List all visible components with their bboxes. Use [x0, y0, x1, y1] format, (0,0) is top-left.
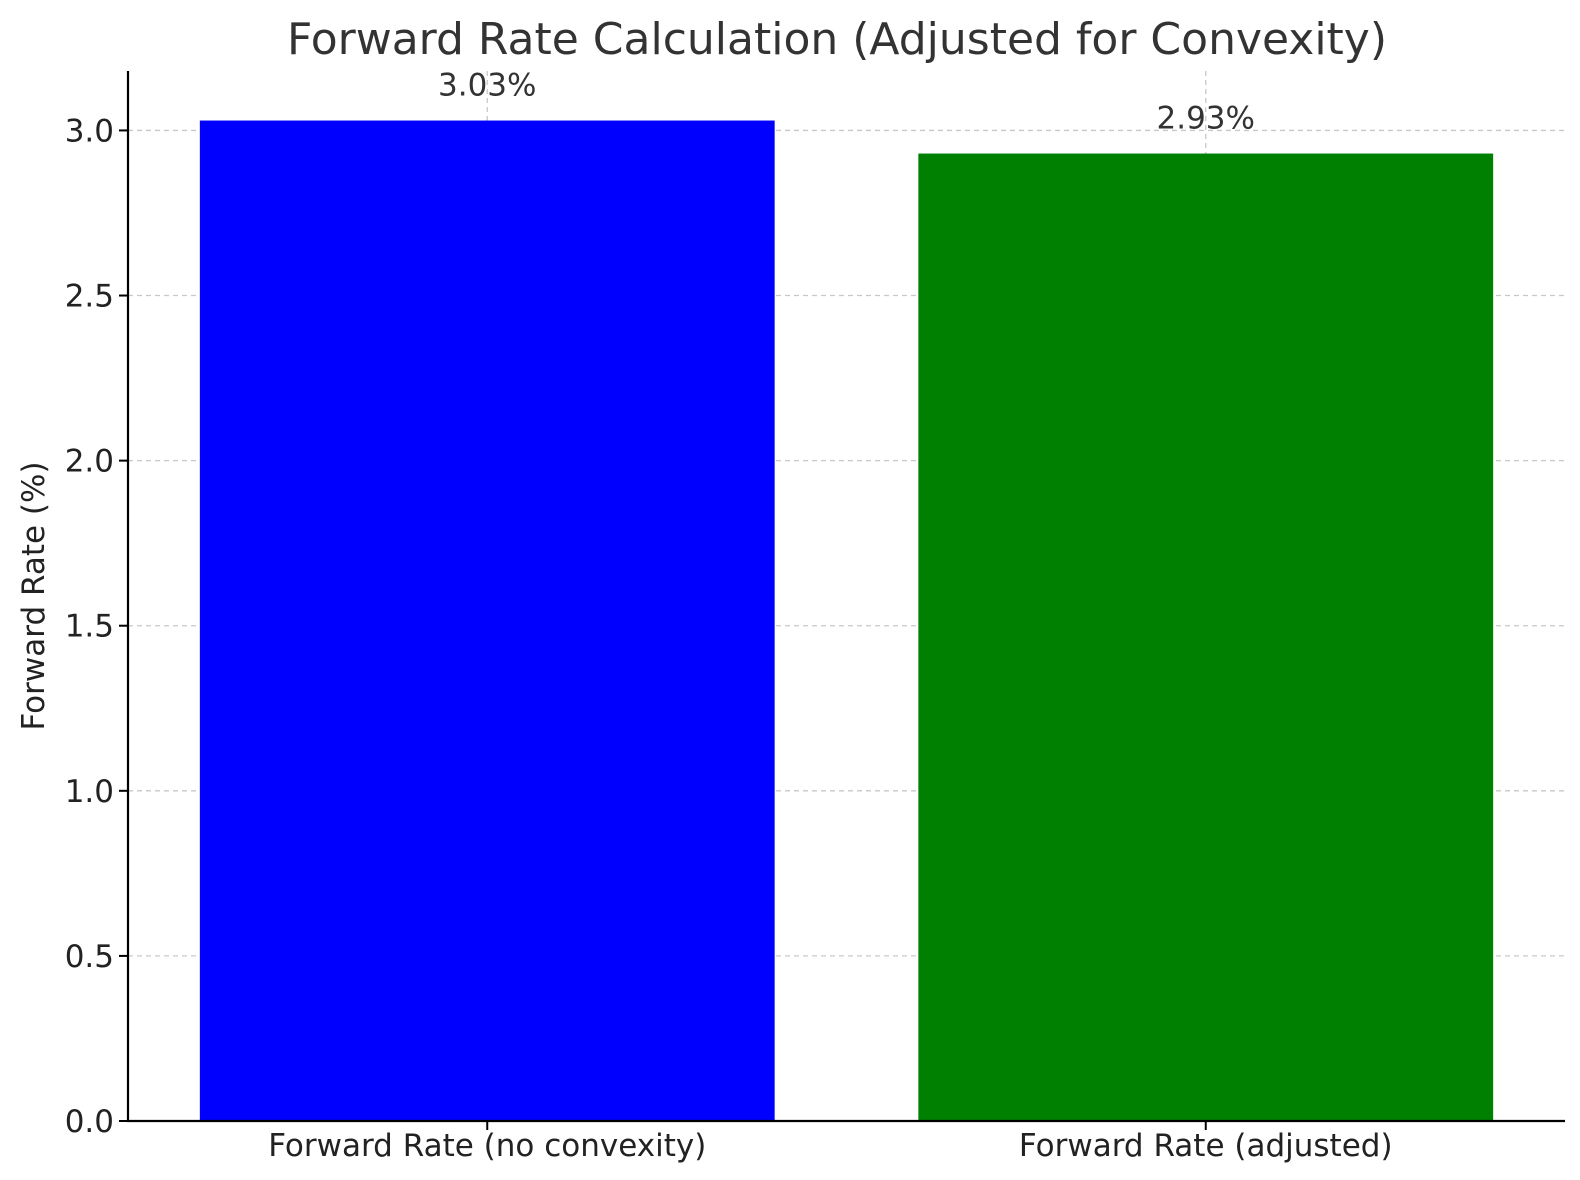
- y-tick-label: 0.0: [65, 1104, 114, 1140]
- bar-data-label: 3.03%: [438, 68, 536, 104]
- x-tick-label: Forward Rate (adjusted): [1019, 1128, 1393, 1164]
- y-tick-label: 1.5: [65, 609, 114, 645]
- y-axis-ticks: 0.0 0.5 1.0 1.5 2.0 2.5 3.0: [65, 113, 128, 1140]
- data-labels: 3.03% 2.93%: [438, 68, 1255, 137]
- x-tick-label: Forward Rate (no convexity): [268, 1128, 706, 1164]
- y-tick-label: 1.0: [65, 774, 114, 810]
- chart-title: Forward Rate Calculation (Adjusted for C…: [287, 14, 1387, 65]
- x-axis-ticks: Forward Rate (no convexity) Forward Rate …: [268, 1121, 1393, 1164]
- y-tick-label: 3.0: [65, 113, 114, 149]
- bar-data-label: 2.93%: [1157, 101, 1255, 137]
- y-axis-label: Forward Rate (%): [16, 461, 52, 730]
- bar: [918, 153, 1494, 1121]
- y-tick-label: 0.5: [65, 939, 114, 975]
- bars: [199, 120, 1494, 1121]
- y-tick-label: 2.0: [65, 444, 114, 480]
- axis-spines: [126, 71, 1565, 1123]
- y-tick-label: 2.5: [65, 279, 114, 315]
- bar: [199, 120, 775, 1121]
